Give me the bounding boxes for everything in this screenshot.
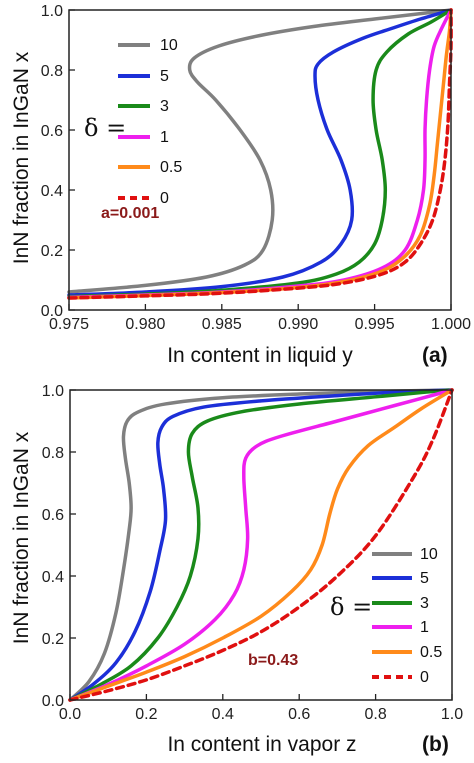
x-tick-label-a: 0.975: [49, 316, 89, 333]
series-line-b-1: [68, 388, 454, 702]
y-tick-label-a: 0.4: [41, 183, 63, 200]
legend-entry-a-3: 3: [160, 98, 169, 115]
legend-entry-a-10: 10: [160, 37, 178, 54]
legend-b: 10 5 3 1 0.5 0 δ =: [330, 546, 442, 686]
curves-layer-b: [68, 388, 454, 702]
legend-entry-b-10: 10: [420, 546, 438, 563]
x-tick-label-a: 0.990: [278, 316, 318, 333]
y-tick-label-b: 0.6: [42, 507, 64, 524]
legend-entry-b-3: 3: [420, 595, 429, 612]
y-tick-label-b: 0.0: [42, 693, 64, 710]
legend-title-a: δ =: [84, 114, 126, 142]
y-tick-label-b: 0.8: [42, 445, 64, 462]
legend-entry-a-5: 5: [160, 68, 169, 85]
plot-frame-a: [68, 9, 452, 311]
plot-frame-b: [69, 389, 453, 701]
legend-entry-a-0: 0: [160, 190, 169, 207]
legend-entry-b-5: 5: [420, 570, 429, 587]
y-tick-label-a: 0.0: [41, 303, 63, 320]
panel-label-a: (a): [422, 344, 448, 367]
legend-entry-b-0: 0: [420, 669, 429, 686]
y-axis-label-a: InN fraction in InGaN x: [10, 51, 33, 264]
legend-lines-b: [372, 552, 412, 679]
series-line-a-3: [67, 8, 453, 299]
legend-entry-a-0.5: 0.5: [160, 159, 182, 176]
series-line-a-5: [67, 8, 453, 297]
x-tick-label-b: 0.0: [59, 706, 81, 723]
series-line-b-10: [68, 388, 454, 702]
y-tick-label-a: 1.0: [41, 3, 63, 20]
y-tick-label-a: 0.8: [41, 63, 63, 80]
series-line-a-0: [67, 8, 453, 300]
panel-label-b: (b): [422, 733, 449, 756]
tick-layer-b: 0.0 0.2 0.4 0.6 0.8 1.0 0.0 0.2 0.4 0.6 0.8 1.0: [42, 383, 463, 723]
chart-panel-b: InN fraction in InGaN x In content in va…: [10, 383, 463, 756]
x-tick-label-b: 0.2: [135, 706, 157, 723]
x-tick-label-a: 0.995: [355, 316, 395, 333]
series-line-b-5: [68, 388, 454, 702]
y-axis-label-b: InN fraction in InGaN x: [10, 431, 33, 644]
x-tick-label-a: 0.985: [202, 316, 242, 333]
legend-entry-a-1: 1: [160, 129, 169, 146]
x-tick-label-b: 1.0: [441, 706, 463, 723]
series-line-b-3: [68, 388, 454, 702]
series-line-b-0: [68, 388, 454, 702]
y-tick-label-a: 0.6: [41, 123, 63, 140]
legend-entry-b-0.5: 0.5: [420, 644, 442, 661]
y-tick-label-b: 1.0: [42, 383, 64, 400]
x-axis-label-b: In content in vapor z: [167, 733, 356, 756]
y-tick-label-a: 0.2: [41, 243, 63, 260]
x-tick-label-a: 0.980: [125, 316, 165, 333]
legend-entry-b-1: 1: [420, 619, 429, 636]
x-axis-label-a: In content in liquid y: [167, 344, 353, 367]
tick-layer-a: 0.975 0.980 0.985 0.990 0.995 1.000 0.0 0.2 0.4 0…: [41, 3, 471, 333]
legend-lines-a: [118, 43, 150, 200]
y-tick-label-b: 0.2: [42, 631, 64, 648]
x-tick-label-b: 0.4: [212, 706, 234, 723]
series-line-a-10: [67, 8, 453, 294]
x-tick-label-a: 1.000: [431, 316, 471, 333]
legend-title-b: δ =: [330, 593, 372, 621]
annotation-b: b=0.43: [248, 652, 298, 669]
y-tick-label-b: 0.4: [42, 569, 64, 586]
x-tick-label-b: 0.8: [364, 706, 386, 723]
legend-a: 10 5 3 1 0.5 0 δ =: [84, 37, 182, 207]
curves-layer-a: [67, 8, 453, 300]
x-tick-label-b: 0.6: [288, 706, 310, 723]
series-line-b-0.5: [68, 388, 454, 702]
chart-panel-a: InN fraction in InGaN x In content in li…: [10, 3, 471, 367]
annotation-a: a=0.001: [101, 205, 159, 222]
